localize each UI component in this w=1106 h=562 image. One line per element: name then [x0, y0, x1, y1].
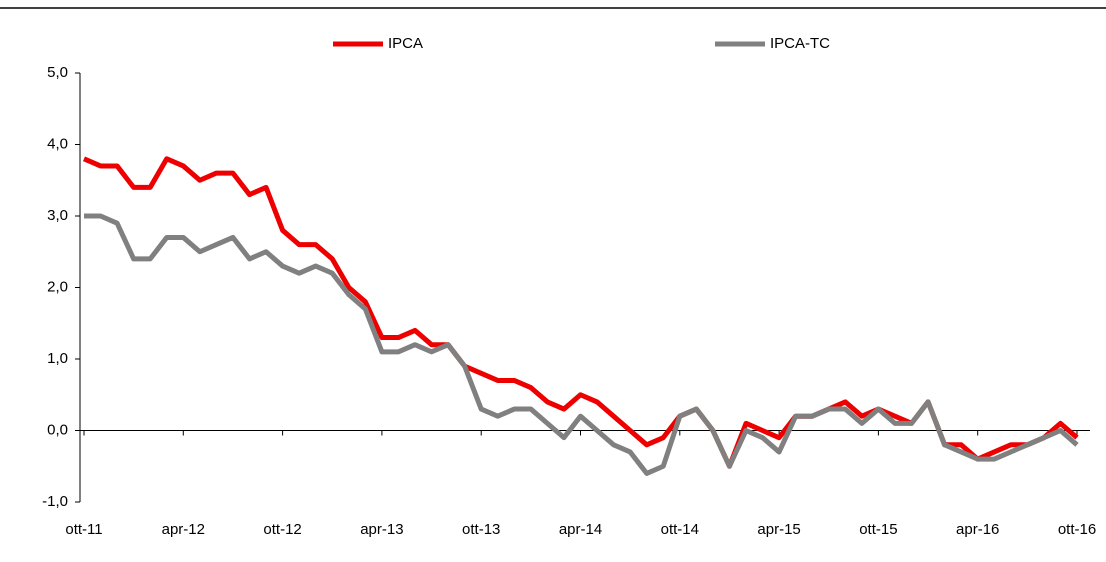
y-tick-label: 2,0 — [47, 278, 68, 295]
x-tick-label: ott-14 — [661, 521, 699, 538]
x-tick-label: apr-16 — [956, 521, 999, 538]
x-tick-label: ott-16 — [1058, 521, 1096, 538]
y-tick-label: 1,0 — [47, 350, 68, 367]
x-tick-label: ott-13 — [462, 521, 500, 538]
x-tick-label: apr-15 — [757, 521, 800, 538]
y-tick-label: 4,0 — [47, 135, 68, 152]
x-tick-label: apr-14 — [559, 521, 602, 538]
x-tick-label: apr-12 — [162, 521, 205, 538]
x-tick-label: ott-15 — [859, 521, 897, 538]
legend-label: IPCA-TC — [770, 35, 830, 52]
x-tick-label: ott-11 — [65, 521, 102, 538]
x-tick-label: apr-13 — [360, 521, 403, 538]
y-tick-label: 3,0 — [47, 207, 68, 224]
y-tick-label: 5,0 — [47, 64, 68, 81]
series-line — [84, 213, 1079, 476]
x-tick-label: ott-12 — [263, 521, 301, 538]
y-tick-label: -1,0 — [42, 493, 68, 510]
y-tick-label: 0,0 — [47, 421, 68, 438]
legend-label: IPCA — [388, 35, 423, 52]
